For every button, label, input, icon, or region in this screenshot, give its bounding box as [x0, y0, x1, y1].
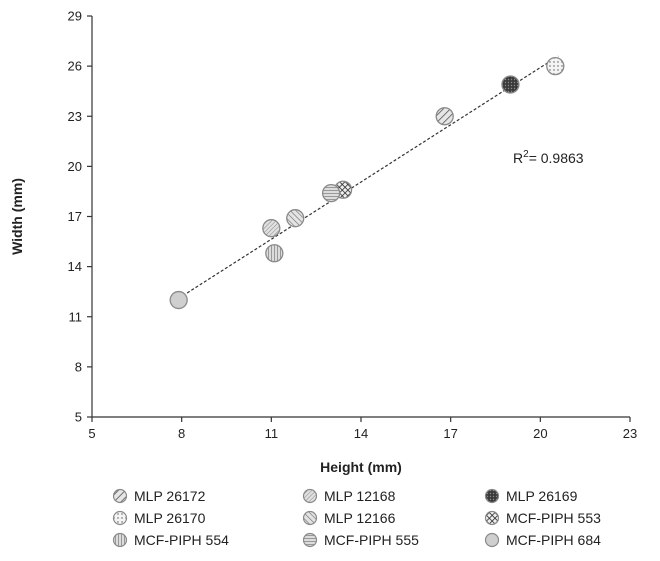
- data-point: [286, 209, 305, 228]
- x-tick-label: 8: [178, 426, 185, 441]
- data-point: [265, 244, 284, 263]
- r-squared-superscript: 2: [523, 149, 529, 160]
- legend-swatch: [112, 510, 128, 526]
- r-squared-value: = 0.9863: [529, 150, 584, 166]
- data-point: [501, 75, 520, 94]
- x-tick-label: 11: [265, 426, 279, 441]
- x-axis-ticks: 5 8 11 14 17 20 23: [88, 417, 637, 441]
- y-tick-label: 8: [75, 359, 82, 374]
- y-tick-label: 23: [68, 109, 82, 124]
- legend-swatch: [484, 532, 500, 548]
- plot-area: 5 8 11 14 17 20 23 5 8 11 14 17 20 23 26 29: [68, 9, 638, 442]
- legend-swatch: [112, 532, 128, 548]
- data-point: [321, 183, 341, 203]
- legend-label: MCF-PIPH 553: [506, 510, 601, 526]
- y-tick-label: 14: [68, 259, 82, 274]
- legend-swatch: [302, 532, 318, 548]
- legend-label: MLP 26172: [134, 488, 206, 504]
- y-tick-label: 29: [68, 9, 82, 24]
- legend-label: MCF-PIPH 555: [324, 532, 419, 548]
- trendline: [178, 55, 559, 299]
- data-point: [435, 107, 454, 126]
- x-tick-label: 17: [443, 426, 457, 441]
- legend-swatch: [302, 510, 318, 526]
- legend-label: MLP 12166: [324, 510, 396, 526]
- legend-label: MCF-PIPH 684: [506, 532, 601, 548]
- legend: MLP 26172 MLP 12168 MLP 26169 MLP 26170 MLP …: [112, 488, 601, 548]
- legend-label: MCF-PIPH 554: [134, 532, 229, 548]
- data-points: [169, 56, 565, 310]
- r-squared-annotation: R2= 0.9863: [513, 149, 584, 166]
- legend-swatch: [302, 488, 318, 504]
- y-tick-label: 5: [75, 410, 82, 425]
- x-tick-label: 23: [623, 426, 637, 441]
- data-point: [262, 219, 281, 238]
- data-point: [169, 290, 188, 310]
- data-point: [546, 56, 565, 76]
- legend-label: MLP 26170: [134, 510, 206, 526]
- x-tick-label: 20: [533, 426, 547, 441]
- legend-swatch: [112, 488, 128, 504]
- y-tick-label: 17: [68, 209, 82, 224]
- legend-swatch: [484, 488, 500, 504]
- x-tick-label: 5: [88, 426, 95, 441]
- x-axis-title: Height (mm): [320, 459, 402, 475]
- r-squared-prefix: R: [513, 150, 523, 166]
- y-tick-label: 20: [68, 159, 82, 174]
- legend-label: MLP 12168: [324, 488, 396, 504]
- y-axis-title: Width (mm): [9, 178, 25, 255]
- legend-swatch: [484, 510, 500, 526]
- y-tick-label: 11: [69, 309, 83, 324]
- legend-label: MLP 26169: [506, 488, 578, 504]
- x-tick-label: 14: [354, 426, 368, 441]
- y-axis-ticks: 5 8 11 14 17 20 23 26 29: [68, 9, 92, 425]
- y-tick-label: 26: [68, 59, 82, 74]
